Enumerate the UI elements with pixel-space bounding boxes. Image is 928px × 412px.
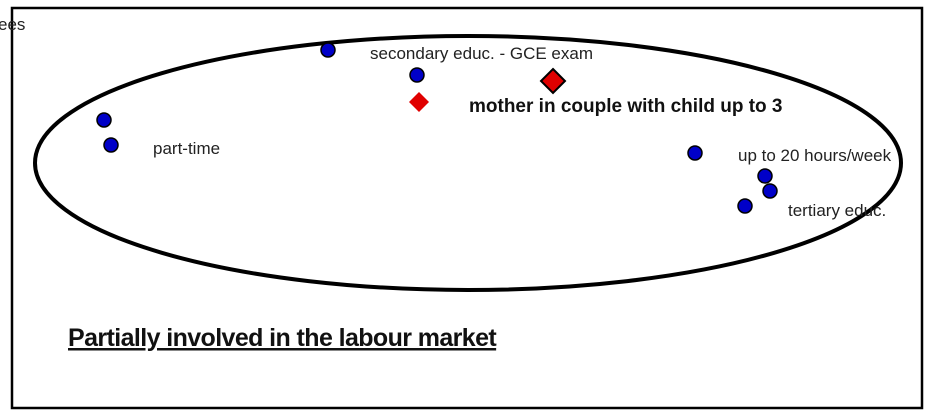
point <box>409 67 425 83</box>
points <box>96 42 778 214</box>
diamond <box>409 92 429 112</box>
diamond <box>539 67 567 95</box>
point <box>96 112 112 128</box>
point <box>320 42 336 58</box>
label: ees <box>0 15 25 34</box>
point <box>737 198 753 214</box>
point <box>103 137 119 153</box>
caption: Partially involved in the labour market <box>68 324 497 352</box>
label: tertiary educ. <box>788 201 886 220</box>
label: secondary educ. - GCE exam <box>370 44 593 63</box>
label: up to 20 hours/week <box>738 146 892 165</box>
label: mother in couple with child up to 3 <box>469 96 783 117</box>
label: part-time <box>153 139 220 158</box>
point <box>687 145 703 161</box>
cluster-ellipse <box>33 34 903 292</box>
point <box>757 168 773 184</box>
point <box>762 183 778 199</box>
